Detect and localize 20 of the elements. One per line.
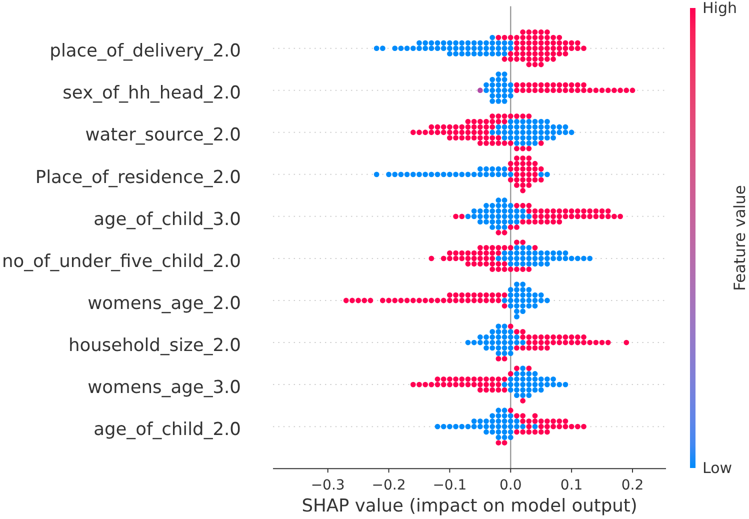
color-bar-title: Feature value xyxy=(731,185,749,291)
y-tick-label: household_size_2.0 xyxy=(68,334,241,356)
y-tick-label: Place_of_residence_2.0 xyxy=(35,166,241,188)
x-tick-label: 0.1 xyxy=(560,478,583,494)
x-tick-label: −0.1 xyxy=(432,478,467,494)
x-tick-label: −0.2 xyxy=(372,478,406,494)
y-tick-label: place_of_delivery_2.0 xyxy=(50,40,241,62)
x-tick-label: −0.3 xyxy=(310,478,345,494)
y-tick-label: womens_age_2.0 xyxy=(88,292,241,314)
y-tick-label: age_of_child_3.0 xyxy=(94,208,241,230)
color-bar-label: Low xyxy=(702,459,732,477)
y-tick-label: womens_age_3.0 xyxy=(88,376,241,398)
x-tick-label: 0.2 xyxy=(621,478,644,494)
x-tick-label: 0.0 xyxy=(499,478,522,494)
y-tick-label: no_of_under_five_child_2.0 xyxy=(2,250,241,272)
y-tick-label: water_source_2.0 xyxy=(85,124,241,146)
y-tick-label: age_of_child_2.0 xyxy=(94,418,241,440)
color-bar-label: High xyxy=(702,0,737,17)
y-tick-label: sex_of_hh_head_2.0 xyxy=(62,82,241,104)
x-axis-title: SHAP value (impact on model output) xyxy=(302,496,638,516)
